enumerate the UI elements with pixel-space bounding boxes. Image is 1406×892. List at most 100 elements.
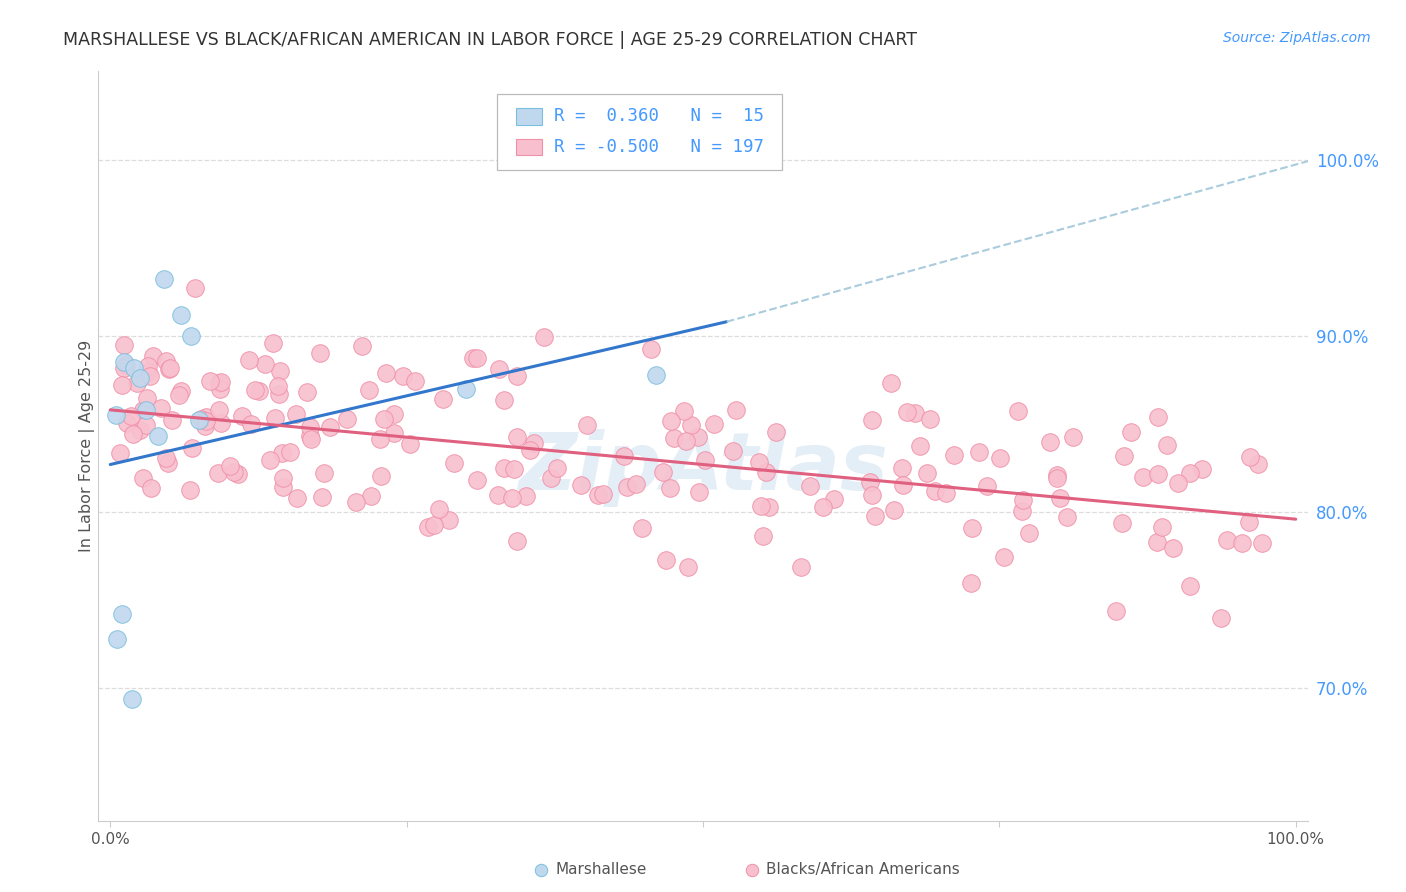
Point: [935, 485, 957, 500]
Point: [127, 376, 149, 390]
Point: [860, 488, 883, 502]
Point: [231, 409, 253, 424]
Point: [494, 392, 516, 407]
Point: [271, 471, 294, 485]
Point: [1251, 535, 1274, 549]
Point: [117, 416, 139, 430]
Point: [721, 443, 744, 458]
Point: [1178, 579, 1201, 593]
Point: [640, 342, 662, 356]
Point: [259, 452, 281, 467]
Point: [271, 446, 294, 460]
Point: [943, 448, 966, 462]
Point: [988, 450, 1011, 465]
Point: [135, 402, 157, 417]
Point: [350, 339, 373, 353]
Point: [368, 432, 391, 446]
Point: [569, 478, 592, 492]
Point: [1156, 438, 1178, 452]
Point: [865, 509, 887, 524]
Point: [924, 483, 946, 498]
Point: [465, 351, 488, 365]
Point: [703, 417, 725, 431]
Point: [180, 441, 202, 455]
FancyBboxPatch shape: [516, 139, 543, 155]
Point: [188, 413, 211, 427]
Point: [672, 403, 695, 417]
Point: [501, 491, 523, 506]
Point: [254, 357, 277, 371]
Point: [295, 385, 318, 400]
Point: [169, 384, 191, 398]
Point: [136, 391, 159, 405]
Point: [908, 439, 931, 453]
Point: [160, 413, 183, 427]
Point: [111, 378, 134, 392]
Point: [108, 446, 131, 460]
Point: [1150, 520, 1173, 534]
Point: [976, 479, 998, 493]
Point: [437, 513, 460, 527]
Point: [860, 413, 883, 427]
Point: [105, 408, 128, 422]
Point: [157, 456, 180, 470]
Point: [1039, 435, 1062, 450]
Point: [904, 406, 927, 420]
Point: [799, 479, 821, 493]
Point: [207, 466, 229, 480]
Point: [1062, 430, 1084, 444]
Point: [194, 414, 217, 428]
Point: [1230, 536, 1253, 550]
Point: [370, 469, 392, 483]
Point: [299, 432, 322, 446]
Point: [1111, 516, 1133, 531]
Point: [311, 491, 333, 505]
Point: [209, 416, 232, 430]
FancyBboxPatch shape: [516, 108, 543, 125]
Point: [278, 445, 301, 459]
Point: [152, 272, 174, 286]
Point: [505, 430, 527, 444]
Point: [159, 361, 181, 376]
FancyBboxPatch shape: [498, 94, 782, 170]
Point: [146, 429, 169, 443]
Point: [1012, 492, 1035, 507]
Point: [115, 358, 138, 372]
Point: [319, 420, 342, 434]
Point: [427, 501, 450, 516]
Text: R = -0.500   N = 197: R = -0.500 N = 197: [554, 138, 765, 156]
Point: [262, 336, 284, 351]
Point: [1114, 449, 1136, 463]
Point: [198, 374, 221, 388]
Point: [659, 414, 682, 428]
Point: [136, 359, 159, 373]
Point: [432, 392, 454, 406]
Point: [1119, 425, 1142, 439]
Point: [960, 521, 983, 535]
Point: [749, 500, 772, 514]
Point: [586, 488, 609, 502]
Point: [398, 436, 420, 450]
Point: [515, 489, 537, 503]
Point: [404, 374, 426, 388]
Point: [654, 553, 676, 567]
Point: [112, 361, 135, 376]
Point: [122, 427, 145, 442]
Point: [1237, 516, 1260, 530]
Point: [1216, 533, 1239, 548]
Point: [392, 369, 415, 384]
Point: [287, 491, 309, 505]
Point: [183, 281, 205, 295]
Text: R =  0.360   N =  15: R = 0.360 N = 15: [554, 107, 765, 125]
Y-axis label: In Labor Force | Age 25-29: In Labor Force | Age 25-29: [79, 340, 96, 552]
Point: [494, 461, 516, 475]
Point: [967, 445, 990, 459]
Point: [1161, 541, 1184, 555]
Point: [105, 632, 128, 646]
Point: [506, 533, 529, 548]
Point: [747, 455, 769, 469]
Point: [1049, 491, 1071, 506]
Point: [194, 418, 217, 433]
Point: [993, 549, 1015, 564]
Point: [142, 350, 165, 364]
